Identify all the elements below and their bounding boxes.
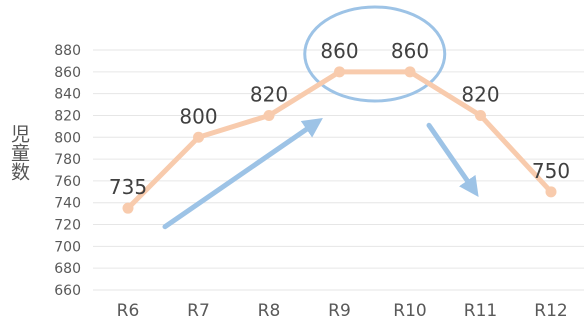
- x-tick-label: R6: [117, 301, 140, 321]
- y-tick-label: 720: [54, 218, 81, 234]
- x-tick-label: R11: [464, 301, 497, 321]
- y-tick-label: 860: [54, 65, 81, 81]
- downward-trend-arrow: [426, 122, 479, 198]
- data-label: 750: [532, 159, 570, 183]
- data-label: 735: [109, 175, 147, 199]
- y-tick-label: 680: [54, 261, 81, 277]
- data-point: [475, 109, 486, 121]
- y-tick-label: 660: [54, 283, 81, 299]
- y-tick-label: 880: [54, 43, 81, 59]
- y-tick-label: 800: [54, 130, 81, 146]
- data-label: 860: [320, 39, 358, 63]
- y-tick-label: 840: [54, 87, 81, 103]
- x-tick-label: R10: [393, 301, 426, 321]
- y-tick-label: 760: [54, 174, 81, 190]
- x-tick-label: R12: [534, 301, 567, 321]
- x-tick-label: R8: [258, 301, 281, 321]
- data-label: 820: [250, 82, 288, 106]
- data-point: [404, 66, 416, 78]
- x-tick-label: R9: [328, 301, 351, 321]
- x-tick-label: R7: [187, 301, 210, 321]
- data-point: [193, 131, 204, 143]
- y-tick-label: 820: [54, 108, 81, 124]
- highlight-ellipse: [303, 5, 447, 103]
- data-label: 800: [179, 104, 217, 128]
- data-label: 860: [391, 39, 429, 63]
- y-axis-title: 児童数: [8, 124, 30, 181]
- data-point: [263, 109, 275, 121]
- data-point: [334, 66, 345, 78]
- data-label: 820: [461, 82, 499, 106]
- y-tick-label: 740: [54, 196, 81, 212]
- upward-trend-arrow: [162, 117, 323, 230]
- y-tick-label: 700: [54, 239, 81, 255]
- data-point: [122, 202, 134, 214]
- y-tick-label: 780: [54, 152, 81, 168]
- data-point: [545, 186, 557, 198]
